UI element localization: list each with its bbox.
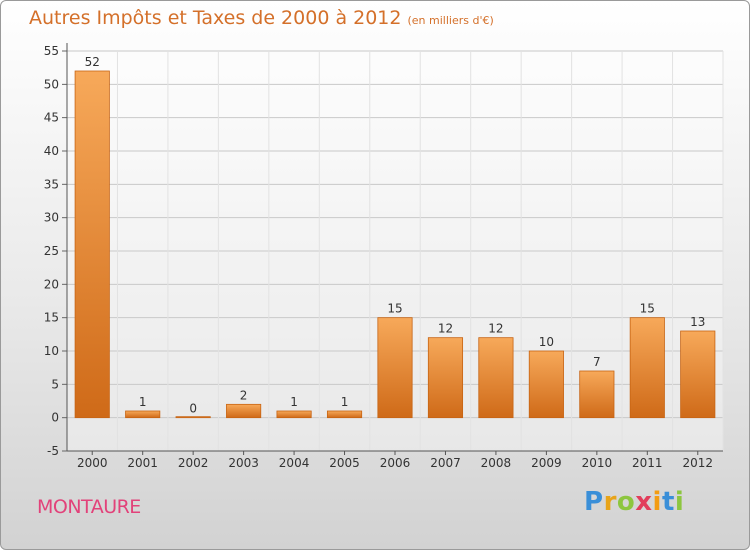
- data-label: 15: [387, 302, 402, 316]
- x-tick-label: 2001: [127, 456, 158, 470]
- x-tick-label: 2007: [430, 456, 461, 470]
- commune-name: MONTAURE: [37, 496, 141, 518]
- bar: [125, 410, 161, 419]
- brand-letter: t: [661, 487, 675, 517]
- brand-letter: i: [674, 487, 685, 517]
- x-tick-label: 2004: [279, 456, 310, 470]
- data-label: 0: [189, 402, 197, 416]
- brand-letter: r: [603, 487, 617, 517]
- bar: [74, 70, 110, 419]
- bar: [377, 317, 413, 419]
- bar: [680, 330, 716, 419]
- bar: [326, 410, 363, 419]
- x-tick-label: 2010: [582, 456, 613, 470]
- y-tick-label: 10: [44, 344, 59, 358]
- y-tick-label: 15: [44, 311, 59, 325]
- bar: [629, 317, 665, 419]
- unit-label: (en milliers d'€): [407, 14, 494, 27]
- data-label: 12: [488, 322, 503, 336]
- chart-title: Autres Impôts et Taxes de 2000 à 2012 (en…: [29, 7, 494, 29]
- y-tick-label: 25: [44, 244, 59, 258]
- x-tick-label: 2008: [481, 456, 512, 470]
- brand-letter: i: [652, 487, 662, 517]
- bar: [478, 337, 514, 419]
- data-label: 15: [640, 302, 655, 316]
- x-tick-label: 2000: [77, 456, 108, 470]
- x-tick-label: 2002: [178, 456, 209, 470]
- y-tick-label: -5: [47, 444, 59, 458]
- y-tick-label: 0: [51, 411, 59, 425]
- y-tick-label: 45: [44, 111, 59, 125]
- data-label: 52: [85, 55, 100, 69]
- data-label: 12: [438, 322, 453, 336]
- bar: [427, 337, 464, 419]
- y-tick-label: 35: [44, 177, 59, 191]
- x-tick-label: 2006: [380, 456, 411, 470]
- bar: [579, 370, 615, 419]
- x-tick-label: 2003: [228, 456, 259, 470]
- data-label: 1: [341, 395, 349, 409]
- data-label: 1: [139, 395, 147, 409]
- y-tick-label: 5: [51, 377, 59, 391]
- brand-letter: x: [635, 487, 653, 517]
- y-tick-label: 50: [44, 77, 59, 91]
- chart-title-text: Autres Impôts et Taxes de 2000 à 2012: [29, 7, 402, 29]
- data-label: 7: [593, 355, 601, 369]
- data-label: 10: [539, 335, 554, 349]
- x-tick-label: 2011: [632, 456, 663, 470]
- data-label: 1: [290, 395, 298, 409]
- x-tick-label: 2009: [531, 456, 562, 470]
- y-tick-label: 20: [44, 277, 59, 291]
- brand-letter: o: [616, 487, 636, 517]
- x-tick-label: 2012: [682, 456, 713, 470]
- y-tick-label: 30: [44, 211, 59, 225]
- y-tick-label: 40: [44, 144, 59, 158]
- bar: [226, 403, 262, 419]
- data-label: 13: [690, 315, 705, 329]
- x-tick-label: 2005: [329, 456, 360, 470]
- bar: [528, 350, 564, 419]
- brand-logo[interactable]: Proxiti: [584, 487, 684, 517]
- bar: [175, 416, 211, 419]
- data-label: 2: [240, 388, 248, 402]
- y-tick-label: 55: [44, 44, 59, 58]
- brand-letter: P: [584, 487, 604, 517]
- bar: [276, 410, 312, 419]
